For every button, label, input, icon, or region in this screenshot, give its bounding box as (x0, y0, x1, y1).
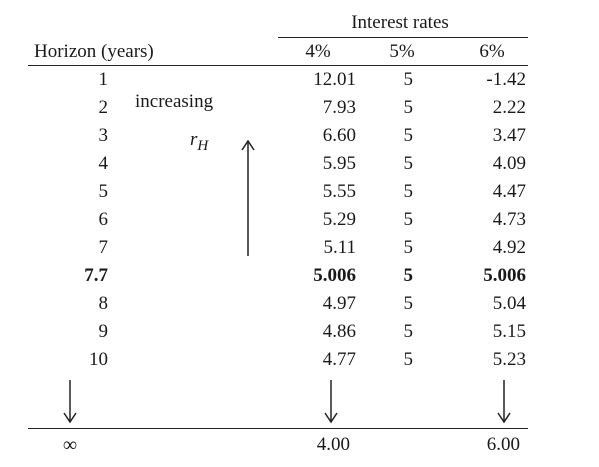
cell-r5: 5 (403, 349, 414, 370)
cell-h: 6 (98, 209, 109, 230)
increasing-label: increasing (135, 91, 214, 112)
cell-r5: 5 (403, 181, 414, 202)
cell-r4: 4.97 (322, 293, 356, 314)
header-rule-full (28, 65, 528, 66)
col-header-5pct: 5% (389, 41, 415, 62)
cell-r6: 4.92 (492, 237, 526, 258)
cell-r4: 5.55 (322, 181, 356, 202)
cell-r6: 3.47 (492, 125, 526, 146)
cell-h: 5 (98, 181, 109, 202)
cell-r4: 4.86 (322, 321, 356, 342)
limit-4pct: 4.00 (316, 434, 350, 455)
cell-r6: 4.09 (492, 153, 526, 174)
cell-h: 3 (98, 125, 109, 146)
cell-r5: 5 (403, 265, 414, 286)
cell-h: 7.7 (84, 265, 108, 286)
horizon-header: Horizon (years) (34, 41, 154, 62)
cell-r6: 5.23 (492, 349, 526, 370)
col-header-4pct: 4% (305, 41, 331, 62)
cell-r6: 4.73 (492, 209, 526, 230)
cell-h: 10 (89, 349, 108, 370)
cell-r5: 5 (403, 69, 414, 90)
cell-r6: 5.04 (492, 293, 526, 314)
down-arrow-4pct-icon (324, 380, 338, 424)
cell-h: 2 (98, 97, 109, 118)
infinity-symbol: ∞ (62, 434, 78, 456)
header-rule-short (278, 37, 528, 38)
cell-r5: 5 (403, 237, 414, 258)
cell-r4: 6.60 (322, 125, 356, 146)
cell-r5: 5 (403, 153, 414, 174)
down-arrow-horizon-icon (63, 380, 77, 424)
cell-r5: 5 (403, 293, 414, 314)
cell-r4: 5.11 (323, 237, 356, 258)
cell-h: 9 (98, 321, 109, 342)
cell-r4: 12.01 (313, 69, 356, 90)
cell-h: 1 (98, 69, 109, 90)
cell-r5: 5 (403, 125, 414, 146)
up-arrow-icon (241, 139, 255, 256)
cell-r5: 5 (403, 321, 414, 342)
r-symbol: r (190, 129, 198, 150)
cell-r4: 5.006 (313, 265, 356, 286)
limit-rule (28, 428, 528, 429)
r-subscript: H (197, 137, 209, 154)
cell-r4: 5.29 (322, 209, 356, 230)
cell-r5: 5 (403, 209, 414, 230)
cell-h: 4 (98, 153, 109, 174)
cell-r4: 5.95 (322, 153, 356, 174)
cell-r5: 5 (403, 97, 414, 118)
down-arrow-6pct-icon (497, 380, 511, 424)
cell-r6: 4.47 (492, 181, 526, 202)
cell-h: 7 (98, 237, 109, 258)
r-h-label: rH (190, 129, 208, 157)
cell-r6: 5.006 (483, 265, 526, 286)
cell-r4: 7.93 (322, 97, 356, 118)
cell-r6: -1.42 (486, 69, 526, 90)
col-header-6pct: 6% (479, 41, 505, 62)
limit-6pct: 6.00 (486, 434, 520, 455)
cell-r4: 4.77 (322, 349, 356, 370)
cell-r6: 2.22 (492, 97, 526, 118)
cell-r6: 5.15 (492, 321, 526, 342)
interest-rates-header: Interest rates (351, 12, 449, 33)
cell-h: 8 (98, 293, 109, 314)
